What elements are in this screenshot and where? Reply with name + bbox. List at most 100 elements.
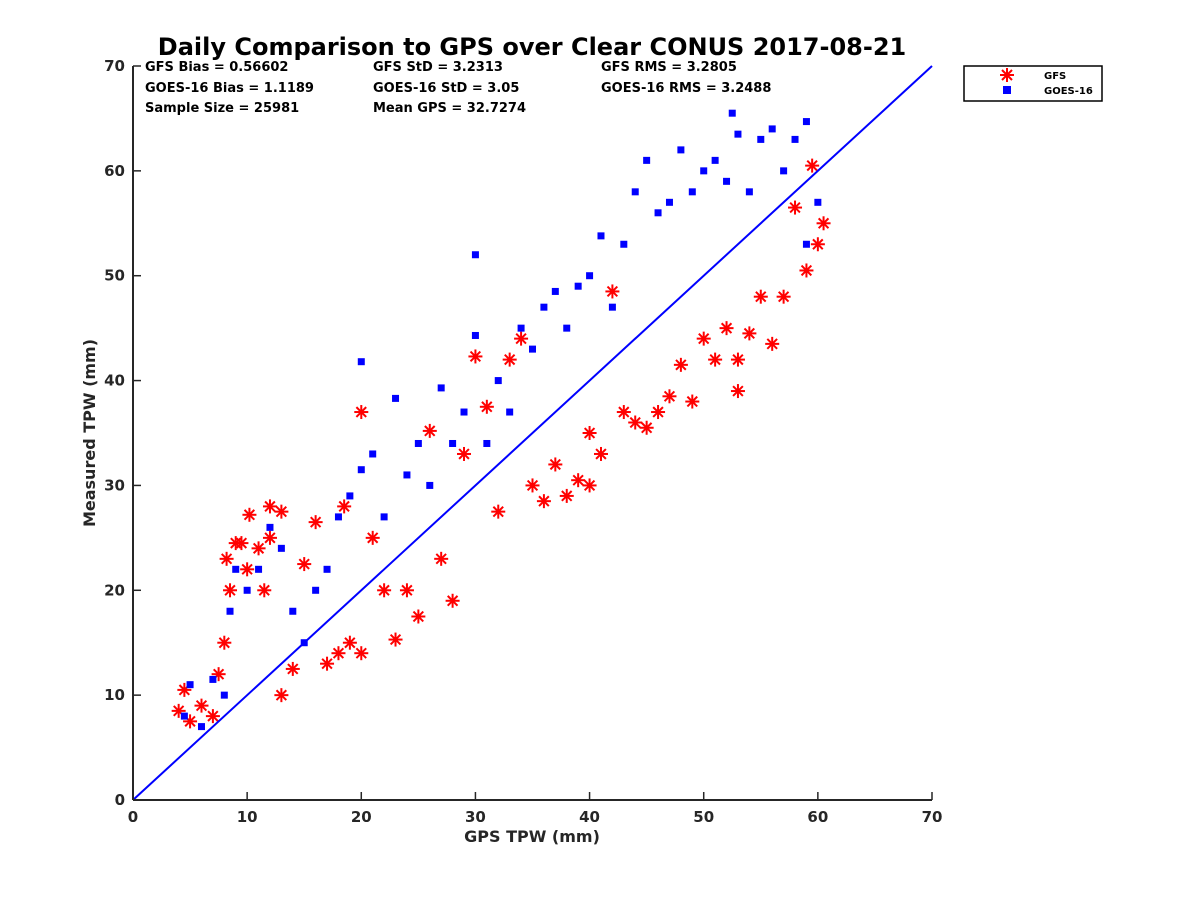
stat-gfs-std: GFS StD = 3.2313 [373, 60, 503, 75]
goes16-point [654, 209, 662, 217]
goes16-point [414, 439, 422, 447]
goes16-point [369, 450, 377, 458]
gfs-point [217, 635, 232, 650]
goes16-point [209, 675, 217, 683]
goes16-point [186, 681, 194, 689]
y-axis-label: Measured TPW (mm) [80, 339, 99, 527]
goes16-point [426, 481, 434, 489]
gfs-point [468, 349, 483, 364]
goes16-point [357, 358, 365, 366]
y-tick-label: 50 [104, 267, 125, 285]
x-tick-label: 50 [693, 808, 714, 826]
x-tick-label: 60 [807, 808, 828, 826]
gfs-point [274, 688, 289, 703]
one-to-one-line [132, 65, 933, 801]
gfs-point [548, 457, 563, 472]
legend-goes16-marker [1003, 86, 1011, 94]
gfs-point [776, 289, 791, 304]
goes16-point [597, 232, 605, 240]
x-tick-label: 40 [579, 808, 600, 826]
gfs-point [422, 423, 437, 438]
goes16-point [745, 188, 753, 196]
gfs-point [639, 420, 654, 435]
goes16-point [323, 565, 331, 573]
gfs-point [571, 473, 586, 488]
goes16-point [334, 513, 342, 521]
x-tick-label: 20 [351, 808, 372, 826]
goes16-point [460, 408, 468, 416]
goes16-point [197, 723, 205, 731]
goes16-point [506, 408, 514, 416]
goes16-point [574, 282, 582, 290]
goes16-point [357, 466, 365, 474]
goes16-point [392, 394, 400, 402]
stat-gfs-rms: GFS RMS = 3.2805 [601, 60, 737, 75]
goes16-point [802, 118, 810, 126]
stat-gfs-bias: GFS Bias = 0.56602 [145, 60, 288, 75]
gfs-point [525, 478, 540, 493]
y-tick-label: 40 [104, 372, 125, 390]
gfs-point [651, 405, 666, 420]
gfs-point [593, 446, 608, 461]
gfs-point [194, 698, 209, 713]
gfs-point [730, 384, 745, 399]
gfs-point [219, 551, 234, 566]
gfs-point [491, 504, 506, 519]
gfs-point [354, 405, 369, 420]
goes16-point [494, 377, 502, 385]
goes16-point [757, 135, 765, 143]
goes16-point [631, 188, 639, 196]
y-axis-ticks: 0 10 20 30 40 50 60 70 [104, 57, 141, 809]
gfs-point [730, 352, 745, 367]
goes16-point [608, 303, 616, 311]
gfs-point [765, 336, 780, 351]
gfs-point [662, 389, 677, 404]
goes16-point [312, 586, 320, 594]
goes16-point [620, 240, 628, 248]
y-tick-label: 70 [104, 57, 125, 75]
gfs-point [810, 237, 825, 252]
gfs-point [457, 446, 472, 461]
goes16-point [483, 439, 491, 447]
gfs-point [223, 583, 238, 598]
stat-goes-std: GOES-16 StD = 3.05 [373, 81, 519, 96]
goes16-point [277, 544, 285, 552]
gfs-point [262, 530, 277, 545]
goes16-point [711, 156, 719, 164]
goes16-point [220, 691, 228, 699]
gfs-point [685, 394, 700, 409]
goes16-point [449, 439, 457, 447]
x-axis-ticks: 0 10 20 30 40 50 60 70 [128, 792, 943, 826]
goes16-point [780, 167, 788, 175]
gfs-point [240, 562, 255, 577]
goes16-point [346, 492, 354, 500]
gfs-series [171, 158, 831, 729]
gfs-point [708, 352, 723, 367]
goes16-point [255, 565, 263, 573]
x-tick-label: 70 [922, 808, 943, 826]
goes16-series [180, 109, 822, 731]
x-axis-label: GPS TPW (mm) [464, 827, 600, 846]
gfs-point [559, 488, 574, 503]
legend-box [963, 65, 1103, 102]
x-tick-label: 10 [237, 808, 258, 826]
goes16-point [226, 607, 234, 615]
goes16-point [529, 345, 536, 353]
gfs-point [434, 551, 449, 566]
gfs-point [805, 158, 820, 173]
stat-goes-bias: GOES-16 Bias = 1.1189 [145, 81, 314, 96]
gfs-point [377, 583, 392, 598]
gfs-point [445, 593, 460, 608]
goes16-point [243, 586, 251, 594]
goes16-point [768, 125, 776, 133]
legend: GFS GOES-16 [963, 65, 1103, 102]
goes16-point [563, 324, 571, 332]
goes16-point [380, 513, 388, 521]
gfs-point [742, 326, 757, 341]
legend-goes16-label: GOES-16 [1044, 86, 1093, 97]
gfs-point [242, 507, 257, 522]
gfs-point [274, 504, 289, 519]
goes16-point [700, 167, 708, 175]
gfs-point [582, 478, 597, 493]
